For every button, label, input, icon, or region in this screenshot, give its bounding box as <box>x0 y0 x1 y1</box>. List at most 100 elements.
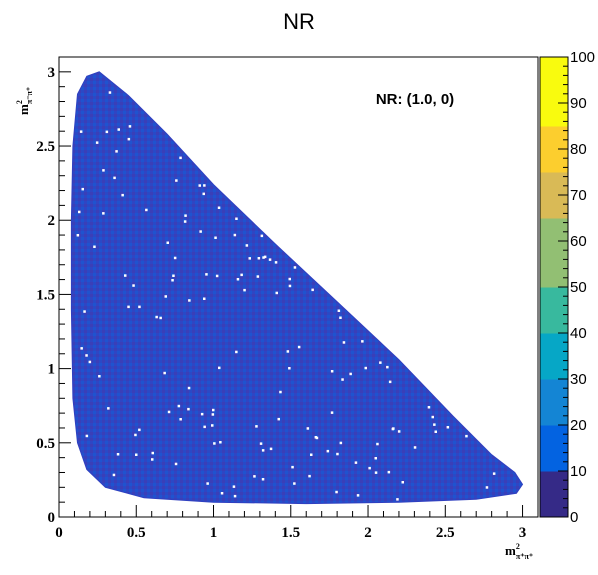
empty-bin <box>492 472 496 475</box>
empty-bin <box>179 156 182 160</box>
empty-bin <box>253 475 256 478</box>
empty-bin <box>116 453 120 456</box>
colorbar-segment <box>540 126 568 150</box>
x-tick-label: 3 <box>519 525 527 541</box>
y-axis-label-sub: π⁻π⁺ <box>25 87 34 104</box>
empty-bin <box>342 341 346 344</box>
svg-text:m2π⁺π⁺: m2 π⁺π⁺ <box>505 542 533 561</box>
empty-bin <box>248 257 251 260</box>
y-tick-label: 0.5 <box>36 436 55 452</box>
empty-bin <box>330 370 334 373</box>
empty-bin <box>203 184 206 187</box>
empty-bin <box>117 128 120 131</box>
empty-bin <box>174 462 178 466</box>
colorbar-tick-label: 0 <box>570 509 578 526</box>
empty-bin <box>337 309 341 312</box>
colorbar-tick-label: 30 <box>570 371 587 388</box>
empty-bin <box>177 404 181 408</box>
empty-bin <box>291 465 294 469</box>
color-bar: 0 10 20 30 40 50 60 70 80 90 100 <box>539 49 595 526</box>
empty-bin <box>138 428 141 432</box>
empty-bin <box>167 410 171 414</box>
empty-bin <box>172 274 175 277</box>
empty-bin <box>279 390 282 394</box>
colorbar-segment <box>540 402 568 426</box>
y-axis-label-base: m <box>16 104 31 115</box>
empty-bin <box>163 371 166 375</box>
empty-bin <box>335 490 338 494</box>
empty-bin <box>341 378 344 381</box>
colorbar-tick-label: 40 <box>570 325 587 342</box>
empty-bin <box>361 340 364 343</box>
empty-bin <box>76 234 80 237</box>
empty-bin <box>269 447 273 451</box>
empty-bin <box>431 415 434 419</box>
dalitz-region <box>70 71 524 505</box>
chart-title: NR <box>283 9 315 34</box>
empty-bin <box>277 417 280 421</box>
empty-bin <box>199 230 202 233</box>
empty-bin <box>397 430 401 433</box>
empty-bin <box>155 315 158 319</box>
empty-bin <box>354 461 358 464</box>
empty-bin <box>368 466 371 470</box>
empty-bin <box>293 266 297 269</box>
empty-bin <box>175 179 178 182</box>
empty-bin <box>245 244 249 247</box>
empty-bin <box>259 442 263 445</box>
empty-bin <box>217 206 221 209</box>
empty-bin <box>310 453 313 456</box>
colorbar-segment <box>540 218 568 242</box>
x-axis-label-sup: 2 <box>516 542 520 551</box>
empty-bin <box>203 297 206 300</box>
empty-bin <box>98 375 101 378</box>
colorbar-segment <box>540 287 568 311</box>
empty-bin <box>243 288 246 292</box>
empty-bin <box>465 434 468 438</box>
empty-bin <box>413 446 417 449</box>
empty-bin <box>215 274 219 278</box>
empty-bin <box>427 406 431 409</box>
empty-bin <box>330 411 334 414</box>
empty-bin <box>164 295 167 298</box>
empty-bin <box>102 212 105 215</box>
empty-bin <box>135 453 138 456</box>
empty-bin <box>107 407 110 410</box>
empty-bin <box>349 372 352 376</box>
y-axis-label-sup: 2 <box>15 100 24 104</box>
empty-bins <box>76 91 496 501</box>
empty-bin <box>374 471 378 474</box>
empty-bin <box>293 482 296 485</box>
x-tick-label: 0.5 <box>127 525 146 541</box>
colorbar-tick-label: 60 <box>570 233 587 250</box>
y-tick-label: 3 <box>48 65 56 81</box>
svg-text:m2π⁻π⁺: m2π⁻π⁺ <box>15 87 34 115</box>
empty-bin <box>206 482 209 485</box>
empty-bin <box>235 217 238 220</box>
colorbar-tick-label: 90 <box>570 95 587 112</box>
empty-bin <box>401 481 404 484</box>
colorbar-segment <box>540 80 568 104</box>
y-tick-label: 1 <box>48 362 56 378</box>
empty-bin <box>183 220 187 223</box>
empty-bin <box>379 361 382 364</box>
empty-bin <box>388 380 392 384</box>
empty-bin <box>121 193 124 197</box>
empty-bin <box>127 137 131 141</box>
empty-bin <box>179 418 182 421</box>
x-tick-label: 2 <box>364 525 372 541</box>
x-tick-label: 0 <box>55 525 63 541</box>
empty-bin <box>288 277 291 281</box>
empty-bin <box>102 169 105 172</box>
empty-bin <box>386 365 389 369</box>
empty-bin <box>433 423 436 426</box>
empty-bin <box>374 457 377 460</box>
colorbar-segment <box>540 356 568 380</box>
empty-bin <box>113 176 116 180</box>
empty-bin <box>80 347 83 350</box>
x-axis-label: m2 π⁺π⁺ <box>505 542 533 561</box>
empty-bin <box>339 316 342 319</box>
colorbar-segment <box>540 310 568 334</box>
empty-bin <box>205 273 208 276</box>
